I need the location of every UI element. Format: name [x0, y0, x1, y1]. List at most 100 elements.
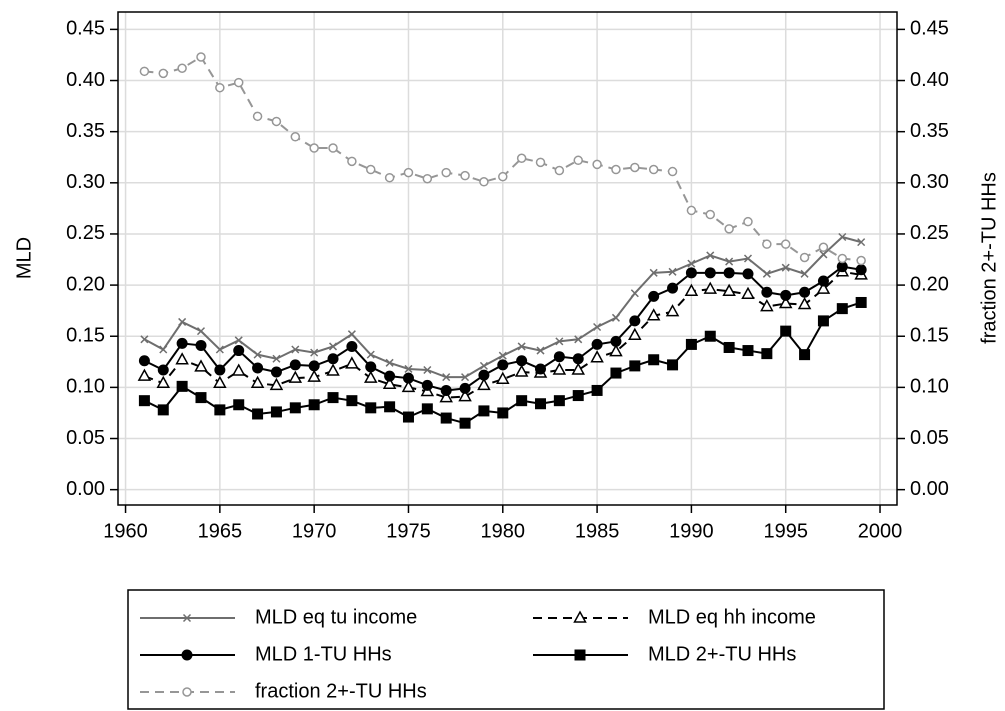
data-point	[272, 354, 281, 363]
data-point	[687, 259, 696, 268]
y2-tick-label: 0.00	[910, 478, 949, 500]
data-point	[140, 335, 149, 344]
data-point	[762, 269, 771, 278]
data-point	[836, 303, 848, 315]
data-point	[553, 395, 565, 407]
data-point	[761, 348, 773, 360]
data-point	[271, 116, 282, 127]
data-point	[328, 143, 338, 153]
data-point	[459, 382, 471, 394]
data-point	[628, 327, 642, 340]
data-point	[213, 375, 227, 389]
legend-marker	[181, 649, 193, 661]
y-tick-label: 0.25	[66, 222, 105, 244]
data-point	[725, 257, 734, 266]
y2-tick-label: 0.05	[910, 427, 949, 449]
data-point	[440, 384, 452, 396]
data-point	[591, 384, 603, 396]
data-point	[347, 330, 356, 339]
data-point	[365, 402, 377, 414]
data-point	[514, 364, 529, 377]
data-point	[421, 379, 433, 391]
data-point	[535, 398, 547, 410]
legend-label: fraction 2+-TU HHs	[255, 680, 427, 702]
data-point	[743, 216, 753, 227]
data-point	[535, 363, 547, 375]
data-point	[553, 351, 565, 363]
data-point	[516, 395, 528, 407]
data-point	[291, 345, 300, 354]
data-point	[724, 224, 734, 234]
data-point	[572, 390, 584, 402]
y-axis-label: MLD	[13, 237, 35, 279]
data-point	[327, 353, 339, 365]
data-point	[706, 251, 715, 260]
data-point	[667, 359, 679, 371]
data-point	[781, 263, 790, 272]
data-point	[572, 353, 584, 365]
data-point	[629, 315, 641, 327]
y2-tick-label: 0.15	[910, 325, 949, 347]
y-tick-label: 0.40	[66, 69, 105, 91]
data-point	[403, 167, 414, 178]
data-point	[704, 267, 716, 279]
data-point	[799, 349, 811, 361]
data-point	[857, 238, 866, 247]
data-point	[402, 372, 414, 384]
data-point	[196, 327, 206, 336]
data-point	[630, 289, 639, 298]
data-point	[800, 269, 809, 278]
y2-tick-label: 0.10	[910, 376, 949, 398]
data-point	[667, 166, 678, 177]
data-point	[797, 296, 812, 310]
data-point	[573, 155, 583, 166]
data-point	[762, 239, 772, 249]
data-point	[194, 359, 208, 372]
data-point	[685, 267, 697, 279]
y2-tick-label: 0.45	[910, 18, 949, 40]
data-point	[422, 173, 433, 184]
data-point	[816, 281, 831, 294]
data-point	[723, 341, 735, 353]
y2-tick-label: 0.30	[910, 171, 949, 193]
data-point	[233, 77, 244, 88]
data-point	[648, 290, 660, 302]
data-point	[742, 268, 754, 280]
data-point	[478, 369, 490, 381]
data-point	[497, 407, 509, 419]
legend-marker	[182, 613, 192, 623]
data-point	[401, 379, 416, 393]
data-point	[366, 164, 376, 175]
data-point	[590, 350, 604, 363]
data-point	[382, 376, 397, 390]
y-tick-label: 0.10	[66, 376, 105, 398]
data-point	[723, 267, 735, 279]
data-point	[402, 411, 414, 423]
data-point	[780, 289, 792, 301]
x-tick-label: 1985	[575, 520, 620, 542]
data-point	[175, 352, 189, 365]
data-point	[177, 63, 187, 74]
data-point	[819, 250, 828, 259]
data-point	[250, 375, 265, 389]
data-point	[309, 143, 319, 153]
data-point	[439, 390, 453, 403]
data-point	[308, 360, 320, 372]
y2-tick-label: 0.40	[910, 69, 949, 91]
data-point	[552, 362, 567, 375]
data-point	[195, 392, 207, 404]
legend-label: MLD 1-TU HHs	[255, 643, 392, 665]
x-tick-label: 2000	[858, 520, 903, 542]
y-tick-label: 0.30	[66, 171, 105, 193]
y2-tick-label: 0.20	[910, 273, 949, 295]
data-point	[630, 162, 640, 173]
data-point	[646, 308, 661, 321]
y-tick-label: 0.45	[66, 18, 105, 40]
data-point	[609, 344, 623, 357]
data-point	[629, 360, 641, 372]
data-point	[667, 282, 679, 294]
legend-marker	[574, 649, 586, 661]
data-point	[159, 345, 168, 354]
